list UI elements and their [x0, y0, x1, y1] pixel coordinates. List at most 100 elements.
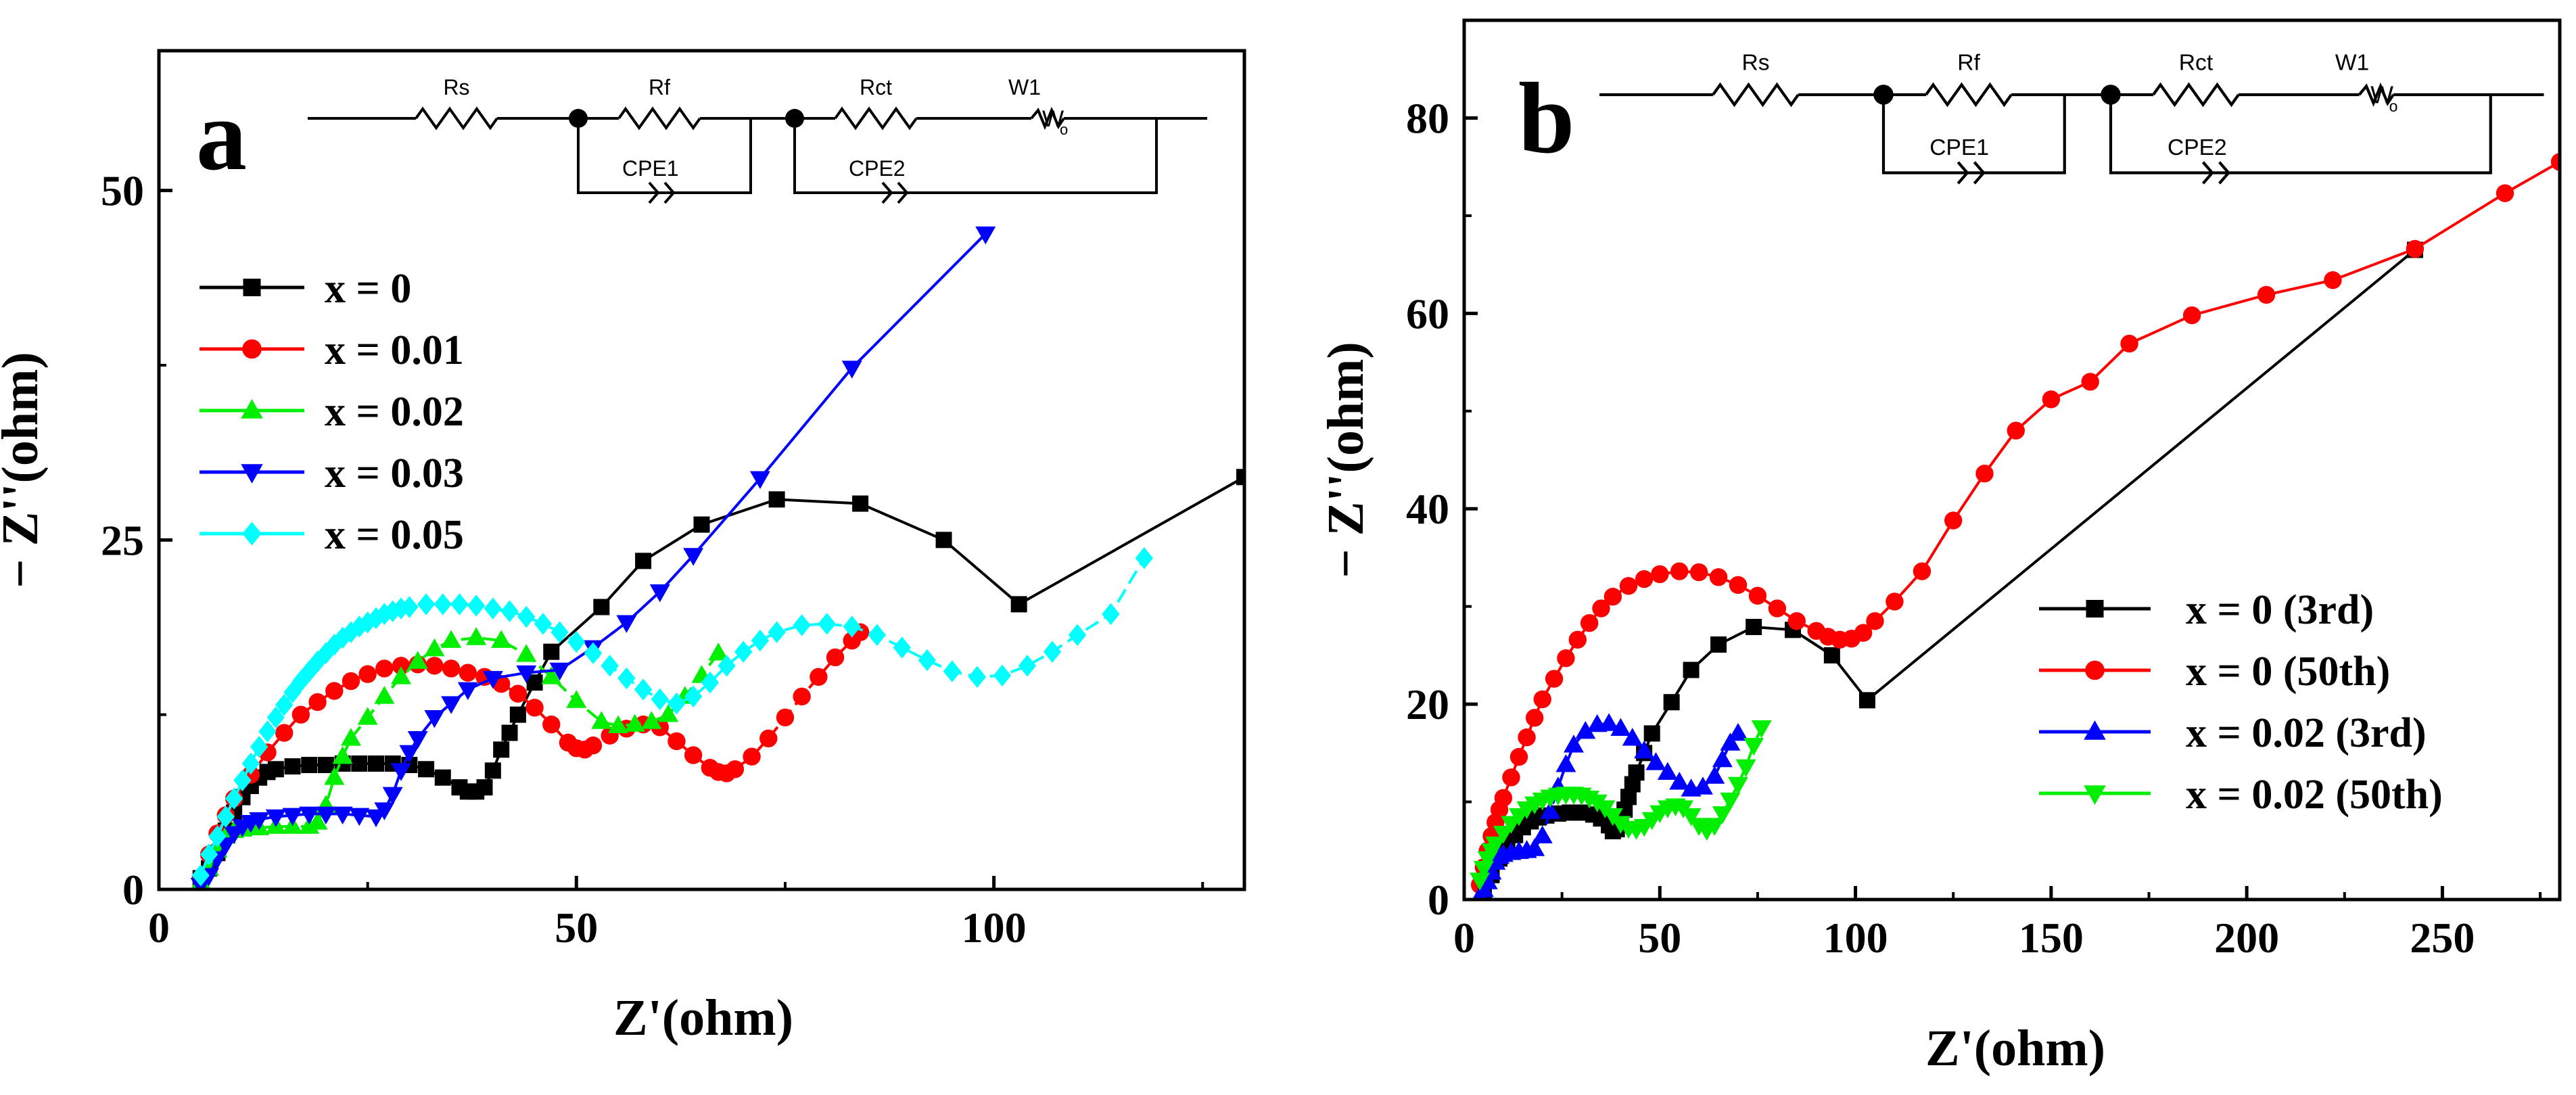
series-1-point-34 [1886, 592, 1904, 611]
series-1-point-24 [1729, 576, 1748, 595]
series-1-point-12 [358, 665, 377, 683]
series-1-point-38 [2007, 421, 2025, 440]
series-4-point-15 [317, 642, 335, 664]
legend-label-1: x = 0.01 [325, 327, 464, 373]
circuit-label-rs: Rs [1741, 50, 1769, 75]
series-2-point-24 [1669, 772, 1690, 790]
y-tick-label-4: 80 [1406, 94, 1449, 142]
series-1-group [191, 623, 870, 887]
series-3-point-34 [1720, 792, 1741, 811]
series-2-point-21 [1634, 740, 1655, 759]
series-3-point-29 [1681, 808, 1702, 826]
series-1-point-39 [759, 729, 778, 748]
series-4-point-30 [484, 597, 502, 620]
series-1-point-13 [375, 659, 394, 678]
resistor-rs-symbol [415, 106, 498, 131]
series-1-point-42 [810, 668, 828, 686]
series-4-point-40 [651, 688, 669, 711]
series-4-point-59 [1068, 624, 1087, 647]
series-2-point-10 [1524, 838, 1545, 856]
series-1-point-43 [826, 648, 845, 667]
series-3-point-4 [1485, 836, 1506, 855]
series-2-point-14 [332, 746, 353, 764]
series-0-point-25 [493, 741, 510, 758]
series-0-point-35 [935, 532, 952, 549]
series-1-point-23 [1709, 568, 1728, 586]
series-0-point-29 [543, 643, 560, 660]
legend-label-0: x = 0 (3rd) [2186, 587, 2374, 633]
legend-label-1: x = 0 (50th) [2186, 649, 2390, 695]
cpe2-branch [2109, 95, 2492, 174]
series-4-point-3 [216, 806, 235, 828]
series-2-point-27 [591, 711, 612, 729]
series-1-point-23 [542, 715, 561, 734]
y-tick-label-2: 50 [101, 167, 144, 215]
warburg-symbol [1030, 106, 1065, 131]
circuit-label-rf: Rf [1957, 50, 1980, 75]
series-1-point-36 [1944, 511, 1963, 530]
series-1-point-6 [1494, 789, 1513, 807]
series-2-point-15 [340, 728, 361, 746]
series-2-point-26 [566, 690, 587, 708]
series-3-point-22 [457, 682, 478, 701]
series-1-point-33 [1866, 612, 1884, 630]
series-2-point-21 [441, 630, 462, 648]
equivalent-circuit: Rs Rf Rct W1 CPE1 CPE2 Wo [308, 75, 1207, 204]
legend-marker-0 [243, 279, 261, 296]
series-2-point-16 [357, 707, 378, 725]
series-4-point-19 [350, 615, 369, 638]
series-0-point-29 [1823, 647, 1840, 663]
series-1-point-14 [392, 657, 411, 675]
series-4-point-5 [233, 769, 252, 791]
series-2-point-14 [1555, 754, 1576, 772]
series-4-point-35 [567, 631, 586, 653]
series-0-point-18 [418, 761, 435, 778]
series-4-point-10 [275, 694, 294, 716]
cpe1-symbol [1957, 161, 1986, 185]
series-1-point-19 [1635, 570, 1654, 588]
series-1-point-9 [308, 693, 327, 712]
series-1-point-38 [743, 747, 761, 766]
series-3-point-25 [549, 662, 570, 681]
series-3-point-37 [1743, 737, 1764, 756]
legend-marker-1 [2085, 660, 2105, 680]
series-4-point-54 [943, 660, 962, 682]
series-2-point-19 [407, 651, 428, 669]
series-3-point-31 [841, 360, 862, 379]
series-1-point-35 [1913, 562, 1931, 580]
series-4-point-23 [383, 600, 402, 622]
warburg-symbol [2358, 82, 2395, 108]
series-4-point-41 [668, 692, 686, 715]
legend-label-2: x = 0.02 [325, 389, 464, 435]
series-3-point-36 [1735, 759, 1756, 778]
series-4-point-7 [250, 736, 268, 758]
x-tick-label-2: 100 [1823, 914, 1888, 962]
panel-label: b [1518, 62, 1574, 174]
series-3-point-12 [332, 806, 353, 824]
series-4-point-60 [1102, 603, 1120, 626]
series-3-point-7 [249, 812, 270, 831]
panel-label: a [196, 79, 247, 191]
series-1-point-18 [459, 663, 477, 682]
series-3-point-23 [482, 671, 503, 689]
series-4-point-20 [358, 611, 377, 634]
series-1-point-11 [342, 672, 360, 691]
y-axis-label: − Z''(ohm) [1317, 342, 1374, 578]
series-2-point-17 [374, 686, 395, 704]
series-2-point-15 [1564, 735, 1584, 753]
series-0-group [1475, 241, 2423, 900]
series-1-point-32 [668, 732, 686, 751]
series-4-point-31 [500, 600, 519, 622]
cpe2-symbol [881, 181, 909, 204]
panel-b: 0 50 100 150 200 250 0 20 40 60 80 Z'(ohm) − Z''(ohm… [1317, 18, 2562, 1077]
cpe1-branch [1881, 95, 2066, 174]
series-4-point-22 [375, 603, 394, 626]
warburg-symbol-label: W [1042, 106, 1064, 132]
series-2-point-11 [1532, 825, 1553, 843]
series-1-point-37 [726, 760, 745, 778]
series-3-point-11 [315, 806, 336, 824]
series-4-point-9 [266, 706, 285, 728]
series-1-point-47 [2550, 153, 2560, 171]
series-4-point-51 [868, 624, 886, 647]
series-1-point-8 [1509, 747, 1528, 766]
